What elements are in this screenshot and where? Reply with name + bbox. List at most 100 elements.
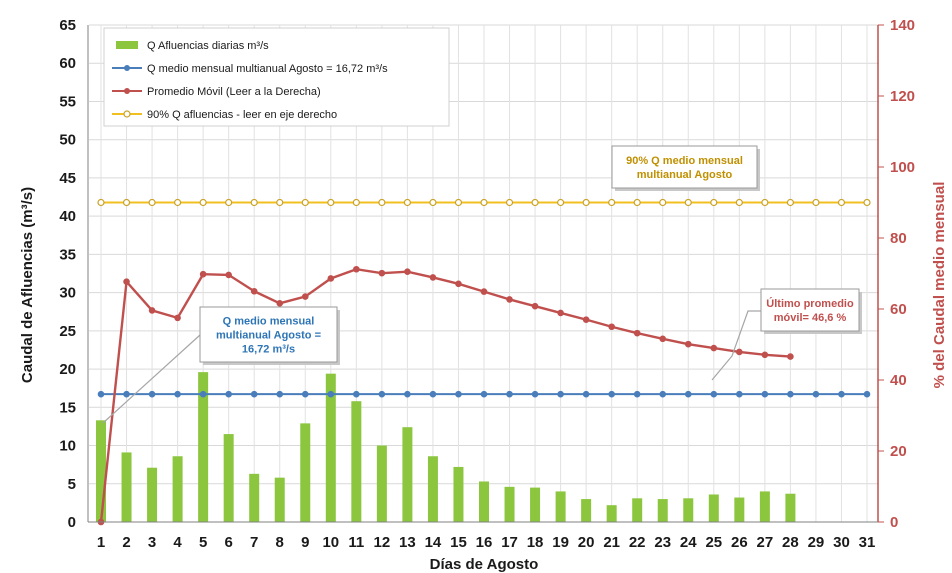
annotation-text: multianual Agosto	[637, 169, 733, 181]
series-point	[684, 390, 692, 398]
legend-marker	[123, 110, 131, 118]
bar	[453, 466, 464, 522]
series-point	[174, 198, 182, 207]
series-point	[301, 390, 309, 398]
series-point	[863, 390, 871, 398]
series-point	[97, 390, 105, 398]
bar	[683, 498, 694, 522]
bar	[530, 487, 541, 522]
y-tick-label: 45	[59, 170, 76, 187]
series-point	[787, 390, 794, 398]
legend-swatch	[116, 41, 138, 49]
series-point	[531, 390, 539, 398]
x-tick-label: 13	[399, 534, 416, 551]
bar-series-afluencias	[96, 372, 796, 522]
x-tick-label: 10	[322, 534, 339, 551]
bar	[198, 372, 209, 522]
series-point	[659, 390, 667, 398]
axes	[87, 24, 884, 523]
series-point	[659, 198, 667, 207]
bar	[402, 427, 413, 522]
x-tick-label: 23	[654, 534, 671, 551]
x-tick-label: 4	[173, 534, 182, 551]
annotation-text: 16,72 m³/s	[242, 344, 295, 356]
bar	[300, 423, 311, 522]
series-point	[582, 316, 590, 323]
x-tick-label: 3	[148, 534, 156, 551]
x-tick-label: 2	[122, 534, 130, 551]
series-point	[480, 288, 488, 295]
x-tick-label: 28	[782, 534, 799, 551]
series-point	[761, 390, 769, 398]
series-point	[710, 344, 718, 352]
y-tick-label: 40	[59, 208, 76, 225]
series-point	[786, 198, 795, 207]
annotation-text: multianual Agosto =	[216, 330, 321, 342]
y2-tick-label: 120	[890, 88, 915, 105]
series-point	[327, 390, 335, 398]
annotation-1: 90% Q medio mensual multianual Agosto	[611, 145, 760, 191]
left-axis-ticks: 0 5 10 15 20 25 30 35 40 45 50 55 60 65	[59, 17, 76, 531]
series-point	[403, 198, 411, 207]
series-point	[480, 390, 488, 398]
y2-tick-label: 0	[890, 514, 898, 531]
x-tick-label: 17	[501, 534, 518, 551]
series-point	[710, 198, 718, 207]
series-2	[97, 198, 871, 207]
x-tick-label: 18	[527, 534, 544, 551]
series-point	[97, 198, 105, 207]
y-tick-label: 5	[68, 476, 76, 493]
series-1	[97, 265, 794, 526]
series-point	[608, 323, 615, 331]
y2-tick-label: 100	[890, 159, 915, 176]
series-point	[174, 314, 181, 322]
bar	[734, 497, 745, 522]
y2-tick-label: 40	[890, 372, 907, 389]
x-tick-label: 1	[97, 534, 105, 551]
x-tick-label: 22	[629, 534, 646, 551]
series-point	[327, 275, 335, 282]
bar	[249, 473, 260, 522]
bar	[274, 477, 285, 522]
series-point	[557, 309, 564, 317]
series-point	[633, 329, 641, 337]
x-axis-ticks: 1 2 3 4 5 6 7 8 9 10 11 12 13 14 15 16 17 18 19 20 21 22 23 24 2…	[97, 534, 876, 551]
series-point	[122, 198, 131, 207]
annotation-text: móvil= 46,6 %	[774, 312, 847, 324]
annotation-text: Q medio mensual	[223, 316, 315, 328]
bar	[657, 499, 668, 522]
series-point	[429, 390, 437, 398]
series-point	[735, 198, 743, 207]
x-tick-label: 25	[705, 534, 722, 551]
series-point	[684, 340, 692, 348]
x-tick-label: 5	[199, 534, 207, 551]
bar	[555, 491, 566, 522]
series-point	[352, 198, 360, 207]
series-point	[659, 335, 667, 343]
x-tick-label: 31	[859, 534, 876, 551]
series-point	[455, 390, 462, 398]
x-tick-label: 19	[552, 534, 569, 551]
y2-tick-label: 140	[890, 17, 915, 34]
annotation-0: Q medio mensual multianual Agosto = 16,72 …	[102, 306, 340, 424]
series-point	[148, 390, 156, 398]
x-tick-label: 26	[731, 534, 748, 551]
bar	[759, 491, 770, 522]
y-tick-label: 30	[59, 285, 76, 302]
series-point	[505, 198, 514, 207]
x-tick-label: 12	[374, 534, 391, 551]
bar	[351, 401, 362, 522]
series-point	[353, 390, 360, 398]
series-point	[608, 390, 615, 398]
annotation-box	[611, 145, 758, 189]
y-tick-label: 20	[59, 361, 76, 378]
series-point	[480, 198, 488, 207]
y2-axis-title: % del Caudal medio mensual	[931, 182, 948, 389]
y-tick-label: 25	[59, 323, 76, 340]
series-point	[608, 198, 616, 207]
annotations: Q medio mensual multianual Agosto = 16,72 …	[102, 145, 862, 424]
bar	[325, 373, 336, 522]
series-point	[531, 302, 539, 310]
legend-label: Q Afluencias diarias m³/s	[147, 40, 269, 52]
series-point	[761, 351, 769, 359]
